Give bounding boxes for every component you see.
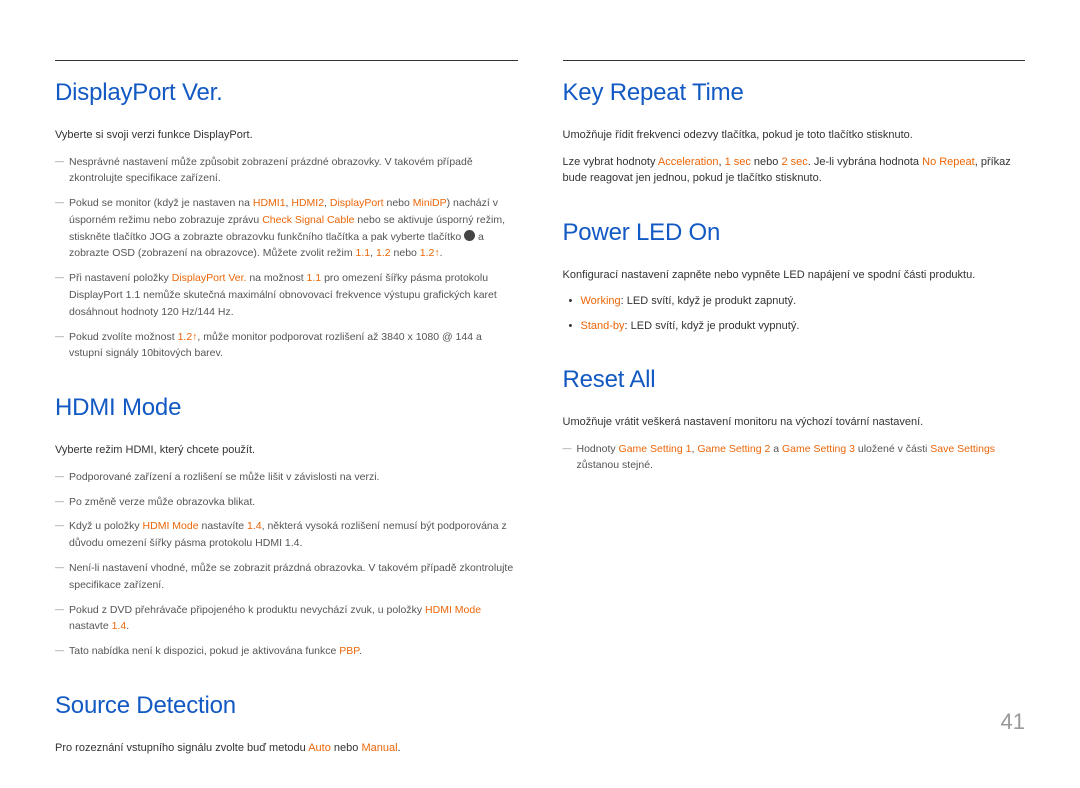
bullet-item: Stand-by: LED svítí, když je produkt vyp… xyxy=(563,318,1026,335)
page-number: 41 xyxy=(1001,709,1025,735)
note-item: Tato nabídka není k dispozici, pokud je … xyxy=(55,643,518,660)
hl-12plus: 1.2↑ xyxy=(178,331,198,343)
hl-11: 1.1 xyxy=(307,272,322,284)
right-column: Key Repeat Time Umožňuje řídit frekvenci… xyxy=(563,60,1026,788)
hl-game-setting-1: Game Setting 1 xyxy=(619,443,692,455)
hl-displayport-ver: DisplayPort Ver. xyxy=(172,272,247,284)
heading-displayport-ver: DisplayPort Ver. xyxy=(55,79,518,107)
hl-save-settings: Save Settings xyxy=(930,443,995,455)
hl-game-setting-2: Game Setting 2 xyxy=(697,443,770,455)
note-item: Po změně verze může obrazovka blikat. xyxy=(55,494,518,511)
hl-acceleration: Acceleration xyxy=(658,156,719,168)
hl-working: Working xyxy=(581,295,621,307)
hl-manual: Manual xyxy=(361,742,397,754)
intro-text: Vyberte režim HDMI, který chcete použít. xyxy=(55,442,518,459)
hl-pbp: PBP xyxy=(339,645,359,657)
hl-14: 1.4 xyxy=(247,520,262,532)
bullet-item: Working: LED svítí, když je produkt zapn… xyxy=(563,293,1026,310)
hl-displayport: DisplayPort xyxy=(330,197,384,209)
note-item: Hodnoty Game Setting 1, Game Setting 2 a… xyxy=(563,441,1026,475)
hl-minidp: MiniDP xyxy=(413,197,447,209)
hl-hdmi-mode: HDMI Mode xyxy=(143,520,199,532)
note-item: Podporované zařízení a rozlišení se může… xyxy=(55,469,518,486)
hl-standby: Stand-by xyxy=(581,320,625,332)
divider xyxy=(55,60,518,61)
hl-hdmi1: HDMI1 xyxy=(253,197,286,209)
hl-check-signal-cable: Check Signal Cable xyxy=(262,214,354,226)
hl-12plus: 1.2↑ xyxy=(420,247,440,259)
body-text: Umožňuje řídit frekvenci odezvy tlačítka… xyxy=(563,127,1026,144)
jog-icon xyxy=(464,230,475,241)
left-column: DisplayPort Ver. Vyberte si svoji verzi … xyxy=(55,60,518,788)
note-item: Když u položky HDMI Mode nastavíte 1.4, … xyxy=(55,518,518,552)
hl-hdmi-mode: HDMI Mode xyxy=(425,604,481,616)
note-item: Nesprávné nastavení může způsobit zobraz… xyxy=(55,154,518,188)
note-item: Při nastavení položky DisplayPort Ver. n… xyxy=(55,270,518,320)
section-power-led-on: Power LED On Konfigurací nastavení zapně… xyxy=(563,219,1026,335)
section-reset-all: Reset All Umožňuje vrátit veškerá nastav… xyxy=(563,366,1026,474)
intro-text: Vyberte si svoji verzi funkce DisplayPor… xyxy=(55,127,518,144)
hl-12: 1.2 xyxy=(376,247,391,259)
section-displayport-ver: DisplayPort Ver. Vyberte si svoji verzi … xyxy=(55,79,518,362)
hl-1sec: 1 sec xyxy=(725,156,751,168)
hl-2sec: 2 sec xyxy=(781,156,807,168)
note-item: Pokud zvolíte možnost 1.2↑, může monitor… xyxy=(55,329,518,363)
note-item: Pokud se monitor (když je nastaven na HD… xyxy=(55,195,518,262)
body-text: Pro rozeznání vstupního signálu zvolte b… xyxy=(55,740,518,757)
body-text: Konfigurací nastavení zapněte nebo vypně… xyxy=(563,267,1026,284)
hl-11: 1.1 xyxy=(356,247,371,259)
heading-source-detection: Source Detection xyxy=(55,692,518,720)
heading-power-led-on: Power LED On xyxy=(563,219,1026,247)
page-columns: DisplayPort Ver. Vyberte si svoji verzi … xyxy=(55,60,1025,788)
hl-game-setting-3: Game Setting 3 xyxy=(782,443,855,455)
heading-key-repeat-time: Key Repeat Time xyxy=(563,79,1026,107)
hl-no-repeat: No Repeat xyxy=(922,156,975,168)
divider xyxy=(563,60,1026,61)
section-source-detection: Source Detection Pro rozeznání vstupního… xyxy=(55,692,518,757)
hl-hdmi2: HDMI2 xyxy=(291,197,324,209)
section-hdmi-mode: HDMI Mode Vyberte režim HDMI, který chce… xyxy=(55,394,518,660)
note-item: Není-li nastavení vhodné, může se zobraz… xyxy=(55,560,518,594)
heading-reset-all: Reset All xyxy=(563,366,1026,394)
hl-auto: Auto xyxy=(308,742,331,754)
body-text: Lze vybrat hodnoty Acceleration, 1 sec n… xyxy=(563,154,1026,187)
section-key-repeat-time: Key Repeat Time Umožňuje řídit frekvenci… xyxy=(563,79,1026,187)
heading-hdmi-mode: HDMI Mode xyxy=(55,394,518,422)
hl-14: 1.4 xyxy=(112,620,127,632)
note-item: Pokud z DVD přehrávače připojeného k pro… xyxy=(55,602,518,636)
body-text: Umožňuje vrátit veškerá nastavení monito… xyxy=(563,414,1026,431)
